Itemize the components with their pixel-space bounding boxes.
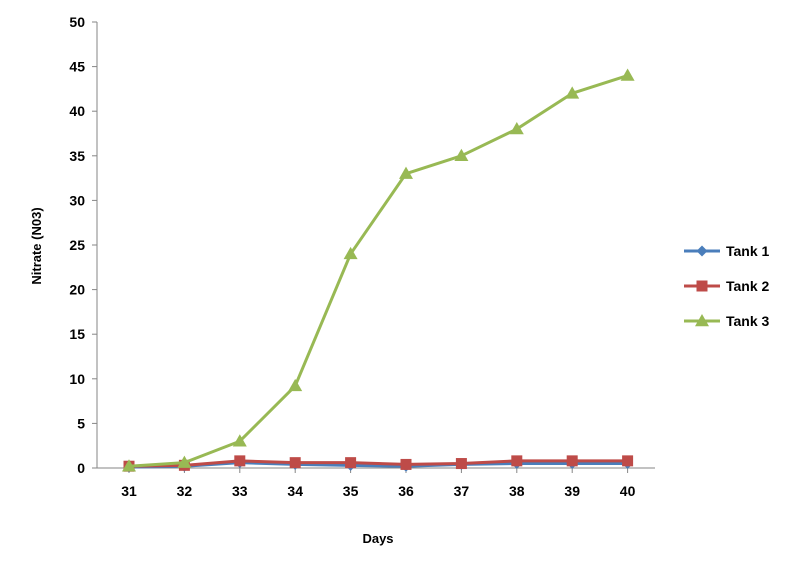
x-tick-label: 39 (564, 483, 580, 499)
x-tick-labels: 31 32 33 34 35 36 37 38 39 40 (121, 483, 635, 499)
y-tick-label: 5 (77, 415, 85, 431)
y-tick-label: 50 (69, 14, 85, 30)
x-tick-label: 32 (177, 483, 193, 499)
legend-swatch-marker (696, 245, 708, 257)
data-point-tank-3 (454, 148, 469, 162)
series-tank-3 (122, 68, 635, 472)
x-tick-label: 38 (509, 483, 525, 499)
series-group (122, 68, 635, 473)
x-axis-title: Days (362, 531, 393, 546)
y-tick-label: 0 (77, 460, 85, 476)
x-tick-label: 36 (398, 483, 414, 499)
x-tick-label: 37 (454, 483, 470, 499)
legend-item-tank-2: Tank 2 (684, 278, 770, 294)
x-tick-label: 40 (620, 483, 636, 499)
axes (92, 21, 655, 473)
data-point-tank-2 (455, 458, 467, 470)
data-point-tank-2 (511, 455, 523, 467)
data-point-tank-2 (234, 455, 246, 467)
legend-item-tank-3: Tank 3 (684, 313, 770, 329)
data-point-tank-2 (345, 457, 357, 469)
y-axis-title: Nitrate (N03) (29, 207, 44, 284)
series-line-tank-3 (128, 74, 629, 468)
x-tick-label: 35 (343, 483, 359, 499)
y-tick-label: 45 (69, 59, 85, 75)
y-tick-label: 15 (69, 326, 85, 342)
legend-swatch-marker (695, 314, 709, 327)
y-tick-label: 40 (69, 103, 85, 119)
data-point-tank-2 (566, 455, 578, 467)
data-point-tank-3 (565, 86, 580, 99)
data-point-tank-3 (122, 459, 136, 472)
data-point-tank-3 (509, 122, 524, 135)
y-tick-label: 35 (69, 148, 85, 164)
data-point-tank-3 (399, 166, 413, 179)
data-point-tank-3 (620, 68, 635, 81)
series-line-tank-2 (128, 459, 628, 468)
legend-item-tank-1: Tank 1 (684, 243, 770, 259)
x-tick-label: 34 (287, 483, 303, 499)
legend: Tank 1 Tank 2 Tank 3 (684, 243, 770, 329)
data-point-tank-3 (177, 455, 192, 468)
data-point-tank-2 (400, 458, 412, 470)
data-point-tank-3 (232, 434, 247, 447)
legend-label: Tank 2 (726, 278, 770, 294)
data-point-tank-3 (343, 246, 358, 260)
data-point-tank-3 (288, 378, 303, 392)
y-tick-labels: 0 5 10 15 20 25 30 35 40 45 50 (69, 14, 85, 476)
y-tick-label: 25 (69, 237, 85, 253)
legend-swatch-marker (696, 280, 708, 292)
legend-label: Tank 3 (726, 313, 770, 329)
legend-label: Tank 1 (726, 243, 770, 259)
x-tick-label: 33 (232, 483, 248, 499)
x-tick-label: 31 (121, 483, 137, 499)
data-point-tank-2 (622, 455, 634, 467)
y-tick-label: 30 (69, 192, 85, 208)
y-tick-label: 20 (69, 282, 85, 298)
y-tick-label: 10 (69, 371, 85, 387)
data-point-tank-2 (289, 457, 301, 469)
